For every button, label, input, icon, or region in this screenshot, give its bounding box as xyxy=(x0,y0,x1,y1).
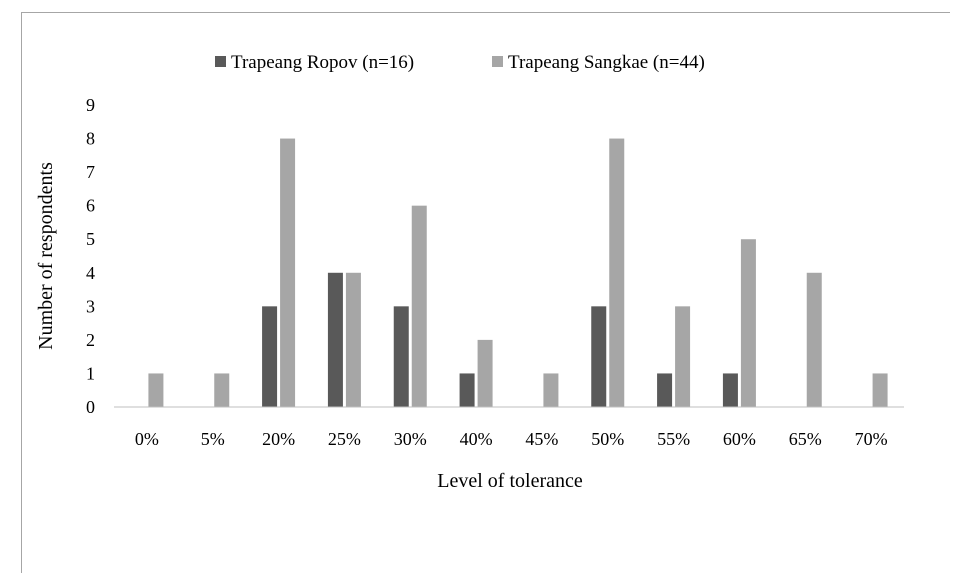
bar-series-2-55pct xyxy=(675,306,691,407)
y-tick-label: 9 xyxy=(86,95,95,115)
bar-series-1-20pct xyxy=(262,306,278,407)
legend: Trapeang Ropov (n=16) Trapeang Sangkae (n… xyxy=(215,52,705,73)
x-tick-label: 70% xyxy=(855,429,888,449)
legend-label-2: Trapeang Sangkae (n=44) xyxy=(508,52,705,73)
bar-series-2-5pct xyxy=(214,373,230,407)
x-axis-ticks: 0% 5% 20% 25% 30% 40% 45% 50% 55% 60% 65% 70% xyxy=(135,429,888,449)
y-tick-label: 0 xyxy=(86,397,95,417)
x-tick-label: 25% xyxy=(328,429,361,449)
bar-series-1-55pct xyxy=(657,373,673,407)
y-tick-label: 2 xyxy=(86,330,95,350)
bar-series-1-30pct xyxy=(393,306,409,407)
y-tick-label: 7 xyxy=(86,162,95,182)
bar-series-2-20pct xyxy=(280,138,296,408)
bar-series-2-0pct xyxy=(148,373,164,407)
bar-series-1-60pct xyxy=(722,373,738,407)
bar-series-1-25pct xyxy=(327,272,343,407)
x-tick-label: 40% xyxy=(460,429,493,449)
x-tick-label: 50% xyxy=(591,429,624,449)
y-axis-ticks: 0 1 2 3 4 5 6 7 8 9 xyxy=(86,95,95,417)
bar-series-2-50pct xyxy=(609,138,625,408)
x-tick-label: 20% xyxy=(262,429,295,449)
x-tick-label: 30% xyxy=(394,429,427,449)
legend-swatch-2 xyxy=(492,56,503,67)
x-tick-label: 60% xyxy=(723,429,756,449)
bar-series-2-65pct xyxy=(806,272,822,407)
bar-series-2-30pct xyxy=(411,205,427,407)
bar-series-2-40pct xyxy=(477,339,493,407)
x-tick-label: 45% xyxy=(525,429,558,449)
y-tick-label: 4 xyxy=(86,263,95,283)
chart-frame xyxy=(21,12,950,573)
y-tick-label: 5 xyxy=(86,229,95,249)
bar-series-2-25pct xyxy=(345,272,361,407)
y-tick-label: 3 xyxy=(86,296,95,316)
bar-series-2-70pct xyxy=(872,373,888,407)
x-tick-label: 0% xyxy=(135,429,159,449)
legend-swatch-1 xyxy=(215,56,226,67)
y-axis-title: Number of respondents xyxy=(35,162,57,350)
bars xyxy=(148,138,888,408)
x-tick-label: 65% xyxy=(789,429,822,449)
x-tick-label: 55% xyxy=(657,429,690,449)
legend-label-1: Trapeang Ropov (n=16) xyxy=(231,52,414,73)
y-tick-label: 8 xyxy=(86,129,95,149)
x-axis-title: Level of tolerance xyxy=(437,470,583,492)
y-tick-label: 1 xyxy=(86,363,95,383)
bar-series-1-50pct xyxy=(591,306,607,407)
x-tick-label: 5% xyxy=(201,429,225,449)
y-tick-label: 6 xyxy=(86,196,95,216)
bar-series-2-60pct xyxy=(740,239,756,407)
bar-series-1-40pct xyxy=(459,373,475,407)
bar-series-2-45pct xyxy=(543,373,559,407)
